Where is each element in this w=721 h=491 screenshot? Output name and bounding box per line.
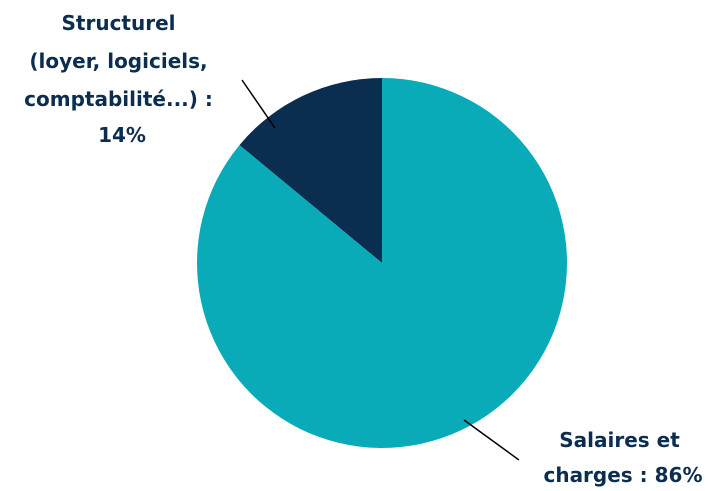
slice-label-structurel-line-1: Structurel: [62, 11, 176, 35]
pie-slices: [197, 78, 567, 448]
slice-label-structurel: Structurel (loyer, logiciels, comptabili…: [24, 11, 220, 147]
slice-label-structurel-line-2: (loyer, logiciels,: [29, 49, 207, 73]
pie-slice-salaires: [197, 78, 567, 448]
slice-label-structurel-line-4: 14%: [98, 123, 146, 147]
slice-label-structurel-line-3: comptabilité...) :: [24, 87, 213, 111]
slice-label-salaires-line-2: charges : 86%: [543, 463, 702, 487]
slice-label-salaires: Salaires et charges : 86%: [543, 428, 702, 487]
slice-label-salaires-line-1: Salaires et: [559, 428, 680, 452]
leader-line-structurel: [241, 79, 276, 129]
leader-line-salaires: [463, 419, 520, 461]
pie-slice-structurel: [239, 78, 382, 263]
